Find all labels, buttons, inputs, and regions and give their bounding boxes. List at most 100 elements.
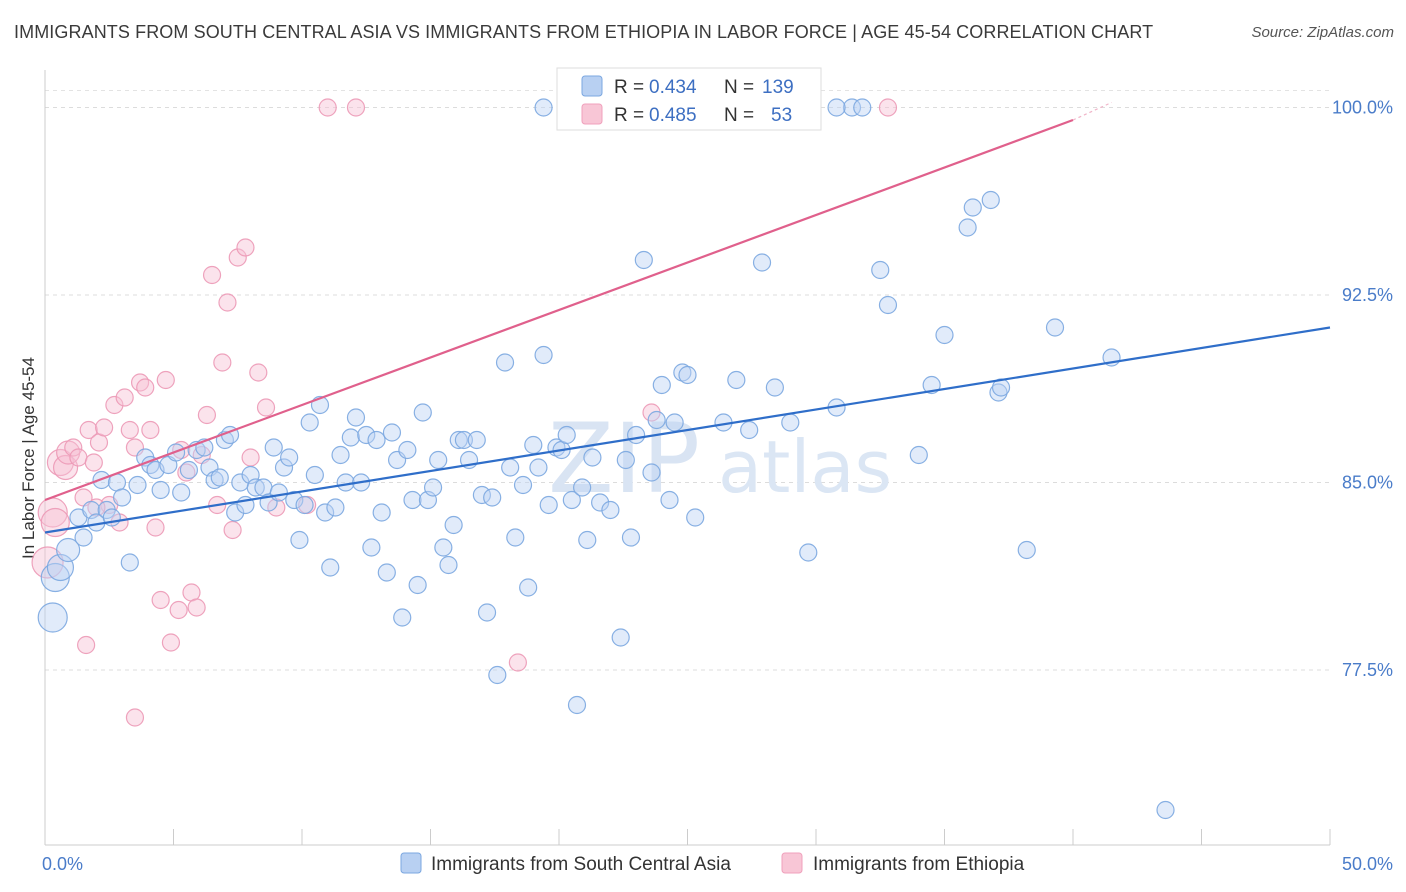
south-central-asia-point bbox=[210, 468, 229, 487]
south-central-asia-point bbox=[331, 445, 350, 465]
south-central-asia-point bbox=[37, 602, 68, 633]
south-central-asia-point bbox=[506, 528, 525, 547]
correlation-legend: R = 0.434 N = 139 R = 0.485 N = 53 bbox=[556, 67, 822, 131]
south-central-asia-point bbox=[678, 365, 697, 385]
south-central-asia-point bbox=[665, 413, 684, 432]
x-tick-label: 0.0% bbox=[42, 854, 83, 874]
south-central-asia-point bbox=[112, 488, 132, 507]
ethiopia-point bbox=[249, 363, 268, 382]
south-central-asia-point bbox=[285, 490, 304, 510]
south-central-asia-point bbox=[290, 530, 309, 550]
south-central-asia-point bbox=[179, 460, 199, 480]
south-central-asia-point bbox=[377, 563, 396, 582]
ethiopia-point bbox=[105, 395, 124, 415]
south-central-asia-point bbox=[642, 463, 661, 482]
south-central-asia-point bbox=[1156, 800, 1175, 820]
south-central-asia-point bbox=[647, 410, 666, 430]
legend-swatch-ethiopia bbox=[581, 103, 603, 125]
south-central-asia-point bbox=[398, 440, 417, 460]
south-central-asia-point bbox=[264, 438, 283, 457]
ethiopia-point bbox=[146, 518, 165, 537]
south-central-asia-point bbox=[601, 500, 620, 520]
legend-n-label: N = bbox=[724, 105, 754, 126]
south-central-asia-point bbox=[781, 413, 800, 432]
series-legend: Immigrants from South Central Asia Immig… bbox=[400, 852, 1025, 875]
ethiopia-point bbox=[169, 600, 188, 620]
south-central-asia-point bbox=[626, 425, 646, 445]
south-central-asia-point bbox=[444, 515, 463, 535]
south-central-asia-point bbox=[1045, 318, 1065, 337]
y-tick-label: 85.0% bbox=[1342, 473, 1393, 493]
ethiopia-point bbox=[156, 370, 175, 390]
ethiopia-point bbox=[213, 353, 232, 372]
ethiopia-point bbox=[64, 438, 83, 457]
ethiopia-point bbox=[228, 248, 247, 267]
ethiopia-point bbox=[256, 398, 276, 417]
ethiopia-point bbox=[130, 373, 150, 392]
south-central-asia-point bbox=[403, 490, 422, 510]
south-central-asia-point bbox=[958, 218, 977, 237]
south-central-asia-point bbox=[539, 495, 558, 515]
south-central-asia-point bbox=[935, 325, 954, 345]
south-central-asia-point bbox=[305, 465, 324, 485]
south-central-asia-point bbox=[372, 503, 391, 522]
x-tick-labels: 0.0% 50.0% bbox=[42, 854, 1393, 874]
south-central-asia-point bbox=[727, 370, 746, 390]
ethiopia-point bbox=[236, 238, 255, 257]
south-central-asia-point bbox=[578, 530, 597, 550]
south-central-asia-point bbox=[534, 345, 553, 365]
south-central-asia-point bbox=[362, 538, 381, 557]
south-central-asia-point bbox=[172, 483, 191, 502]
ethiopia-point bbox=[187, 598, 206, 617]
south-central-asia-point bbox=[981, 190, 1000, 210]
south-central-asia-point bbox=[477, 603, 497, 622]
south-central-asia-point bbox=[408, 575, 427, 595]
south-central-asia-point bbox=[673, 363, 692, 382]
ethiopia-point bbox=[161, 633, 181, 652]
legend-n-label: N = bbox=[724, 77, 754, 98]
ethiopia-point bbox=[31, 546, 64, 579]
south-central-asia-point bbox=[495, 353, 515, 372]
ethiopia-point bbox=[218, 293, 237, 312]
south-central-asia-point bbox=[367, 430, 386, 450]
south-central-asia-point bbox=[321, 558, 340, 577]
south-central-asia-point bbox=[616, 450, 635, 470]
y-tick-label: 92.5% bbox=[1342, 285, 1393, 305]
south-central-asia-point bbox=[346, 408, 366, 427]
y-tick-labels: 100.0% 92.5% 85.0% 77.5% bbox=[1332, 98, 1393, 681]
south-central-asia-point bbox=[205, 470, 224, 490]
ethiopia-point bbox=[136, 378, 155, 397]
ethiopia-point bbox=[141, 420, 160, 440]
south-central-asia-point bbox=[434, 538, 453, 557]
south-central-asia-point bbox=[752, 253, 772, 272]
ethiopia-point bbox=[241, 448, 260, 467]
south-central-asia-point bbox=[56, 537, 81, 563]
south-central-asia-point bbox=[842, 98, 862, 117]
legend-swatch-south-central-asia bbox=[581, 75, 603, 97]
ethiopia-point bbox=[197, 405, 217, 425]
south-central-asia-point bbox=[989, 383, 1008, 402]
south-central-asia-point bbox=[269, 483, 288, 502]
south-central-asia-point bbox=[765, 378, 784, 397]
watermark-atlas: atlas bbox=[718, 425, 892, 509]
ethiopia-point bbox=[79, 420, 98, 440]
ethiopia-point bbox=[878, 98, 898, 117]
south-central-asia-point bbox=[483, 488, 502, 507]
watermark-zip: ZIP bbox=[548, 403, 700, 515]
legend-r-label: R = bbox=[614, 77, 644, 98]
y-tick-label: 100.0% bbox=[1332, 98, 1393, 118]
south-central-asia-point bbox=[591, 493, 610, 512]
ethiopia-point bbox=[115, 388, 134, 407]
ethiopia-point bbox=[202, 265, 222, 285]
south-central-asia-point bbox=[449, 430, 468, 450]
south-central-asia-point bbox=[853, 98, 872, 117]
south-central-asia-point bbox=[799, 543, 818, 562]
trend-line-ethiopia bbox=[44, 118, 1074, 502]
legend-r-value-ethiopia: 0.485 bbox=[649, 105, 697, 126]
y-axis-title: In Labor Force | Age 45-54 bbox=[19, 357, 38, 559]
south-central-asia-point bbox=[300, 413, 319, 432]
bottom-legend-label-south-central-asia: Immigrants from South Central Asia bbox=[431, 854, 731, 875]
south-central-asia-point bbox=[439, 555, 458, 575]
south-central-asia-point bbox=[280, 448, 299, 467]
south-central-asia-point bbox=[652, 375, 671, 395]
